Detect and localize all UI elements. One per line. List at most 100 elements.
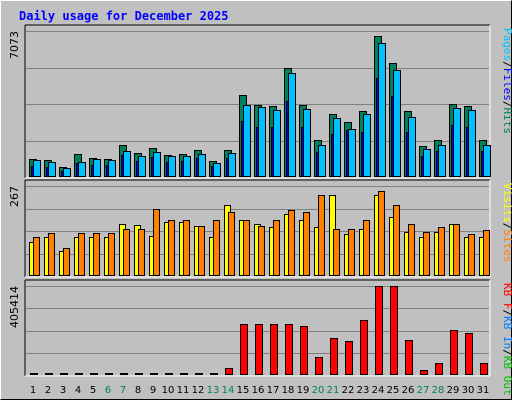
y-max-label: 7073 <box>8 31 21 59</box>
bar-kb-f <box>150 373 158 375</box>
day-tick-label: 17 <box>267 385 280 396</box>
day-tick-label: 4 <box>75 385 81 396</box>
bar-sites <box>228 212 235 276</box>
bar-pages <box>198 154 206 177</box>
bar-sites <box>438 227 445 276</box>
legend-entry: Visits <box>501 183 512 223</box>
day-tick-label: 29 <box>447 385 460 396</box>
bar-sites <box>168 220 175 276</box>
bar-kb-f <box>315 357 323 375</box>
bar-sites <box>258 226 265 276</box>
day-tick-label: 30 <box>462 385 475 396</box>
bar-kb-f <box>465 333 473 375</box>
bar-sites <box>138 229 145 276</box>
bar-sites <box>348 229 355 276</box>
bar-sites <box>63 248 70 276</box>
bar-sites <box>378 191 385 276</box>
legend-entry: / <box>501 61 512 68</box>
bar-kb-f <box>75 373 83 375</box>
bar-pages <box>243 105 251 177</box>
bar-kb-f <box>165 373 173 375</box>
bar-pages <box>48 162 56 177</box>
bar-pages <box>183 156 191 177</box>
day-tick-label: 19 <box>297 385 310 396</box>
bar-sites <box>183 220 190 276</box>
legend-entry: / <box>501 101 512 108</box>
bar-sites <box>273 220 280 276</box>
day-tick-label: 7 <box>120 385 126 396</box>
bar-pages <box>153 152 161 177</box>
bar-pages <box>378 43 386 177</box>
bar-pages <box>258 107 266 177</box>
day-tick-label: 25 <box>387 385 400 396</box>
day-tick-label: 8 <box>135 385 141 396</box>
bar-sites <box>48 233 55 276</box>
legend-entry: / <box>501 349 512 356</box>
legend-entry: / <box>501 310 512 317</box>
bar-sites <box>333 229 340 276</box>
day-tick-label: 18 <box>282 385 295 396</box>
bar-sites <box>453 224 460 276</box>
bar-kb-f <box>60 373 68 375</box>
bar-sites <box>393 205 400 276</box>
legend-entry: Hits <box>501 108 512 135</box>
day-tick-label: 31 <box>477 385 490 396</box>
day-tick-label: 15 <box>237 385 250 396</box>
bar-pages <box>348 129 356 177</box>
bar-sites <box>78 233 85 276</box>
bar-sites <box>33 237 40 276</box>
bar-pages <box>333 118 341 177</box>
legend-entry: Pages <box>501 28 512 61</box>
day-axis: 1 2 3 4 5 6 7 8 9 10 11 12 13 14 15 16 17 18 19 20 21 22 23 24 2… <box>30 385 490 396</box>
bar-kb-f <box>225 368 233 375</box>
day-tick-label: 2 <box>45 385 51 396</box>
bar-kb-f <box>330 338 338 375</box>
bar-pages <box>108 160 116 177</box>
day-tick-label: 26 <box>402 385 415 396</box>
visits-sites-panel: 267 Visits/Sites <box>8 179 512 278</box>
series-legend: Visits/Sites <box>501 183 512 263</box>
bar-kb-f <box>120 373 128 375</box>
day-tick-label: 1 <box>30 385 36 396</box>
bar-pages <box>123 151 131 177</box>
bar-kb-f <box>375 286 383 375</box>
bar-kb-f <box>240 324 248 375</box>
bar-pages <box>318 145 326 177</box>
bar-pages <box>228 153 236 177</box>
bar-sites <box>408 224 415 276</box>
bar-kb-f <box>390 286 398 375</box>
y-max-label: 405414 <box>8 286 21 328</box>
bar-kb-f <box>300 326 308 375</box>
chart-title: Daily usage for December 2025 <box>19 9 229 23</box>
bar-kb-f <box>180 373 188 375</box>
y-max-label: 267 <box>8 186 21 207</box>
bar-kb-f <box>210 373 218 375</box>
legend-entry: Files <box>501 68 512 101</box>
bar-kb-f <box>30 373 38 375</box>
day-tick-label: 11 <box>177 385 190 396</box>
bar-sites <box>123 229 130 276</box>
day-tick-label: 6 <box>105 385 111 396</box>
bar-sites <box>363 220 370 276</box>
day-tick-label: 20 <box>312 385 325 396</box>
bar-pages <box>33 160 41 177</box>
bar-pages <box>408 117 416 177</box>
bar-pages <box>423 149 431 177</box>
bar-sites <box>213 220 220 276</box>
bar-kb-f <box>105 373 113 375</box>
day-tick-label: 16 <box>252 385 265 396</box>
bar-pages <box>168 156 176 177</box>
day-tick-label: 23 <box>357 385 370 396</box>
bar-pages <box>363 114 371 177</box>
bar-sites <box>153 209 160 276</box>
legend-entry: KB Out <box>501 356 512 396</box>
legend-entry: Sites <box>501 229 512 262</box>
bar-sites <box>108 233 115 276</box>
day-tick-label: 9 <box>150 385 156 396</box>
bar-sites <box>93 233 100 276</box>
bar-pages <box>273 110 281 177</box>
bar-pages <box>93 159 101 177</box>
bar-sites <box>303 212 310 276</box>
bar-pages <box>468 110 476 177</box>
